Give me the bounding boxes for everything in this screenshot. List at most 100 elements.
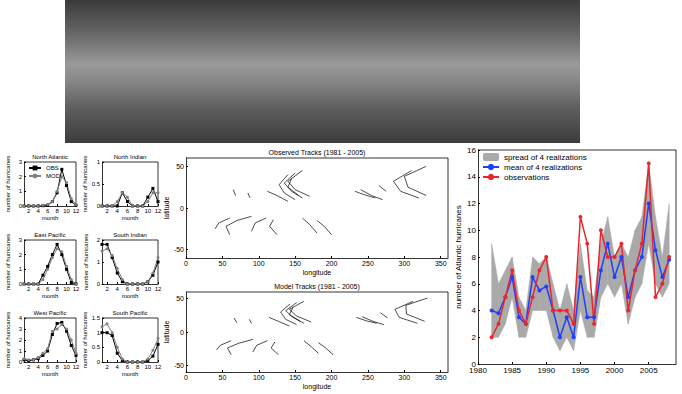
svg-text:4: 4 <box>37 208 41 214</box>
svg-text:month: month <box>42 371 59 377</box>
svg-text:12: 12 <box>155 286 162 292</box>
svg-text:Observed Tracks (1981 - 2005): Observed Tracks (1981 - 2005) <box>269 149 366 157</box>
svg-text:350: 350 <box>435 260 447 267</box>
svg-text:200: 200 <box>326 260 338 267</box>
svg-text:latitude: latitude <box>163 197 170 220</box>
svg-text:0: 0 <box>184 260 188 267</box>
svg-text:8: 8 <box>55 286 59 292</box>
svg-text:month: month <box>42 293 59 299</box>
svg-text:12: 12 <box>73 208 80 214</box>
svg-text:350: 350 <box>435 374 447 381</box>
svg-text:0: 0 <box>184 374 188 381</box>
svg-text:spread of 4 realizations: spread of 4 realizations <box>504 153 587 162</box>
svg-text:2: 2 <box>105 286 109 292</box>
svg-text:1995: 1995 <box>572 366 590 375</box>
svg-text:4: 4 <box>19 315 23 321</box>
svg-text:number of hurricanes: number of hurricanes <box>5 234 11 291</box>
svg-text:12: 12 <box>155 364 162 370</box>
svg-text:2: 2 <box>27 364 31 370</box>
svg-text:2: 2 <box>19 174 23 180</box>
svg-text:3: 3 <box>19 326 23 332</box>
svg-text:0: 0 <box>19 359 23 365</box>
svg-text:300: 300 <box>398 374 410 381</box>
svg-text:4: 4 <box>37 364 41 370</box>
svg-text:6: 6 <box>46 364 50 370</box>
svg-text:2: 2 <box>27 286 31 292</box>
svg-text:150: 150 <box>289 260 301 267</box>
svg-text:East Pacific: East Pacific <box>34 232 65 238</box>
svg-text:300: 300 <box>398 260 410 267</box>
svg-text:2: 2 <box>19 252 23 258</box>
svg-text:250: 250 <box>362 374 374 381</box>
svg-text:number of hurricanes: number of hurricanes <box>82 312 88 369</box>
svg-text:50: 50 <box>176 163 184 170</box>
svg-text:2: 2 <box>472 333 477 342</box>
svg-text:number of hurricanes: number of hurricanes <box>82 156 88 213</box>
svg-text:250: 250 <box>362 260 374 267</box>
svg-text:3: 3 <box>19 237 23 243</box>
svg-text:observations: observations <box>504 173 549 182</box>
svg-text:1990: 1990 <box>537 366 555 375</box>
svg-text:number of hurricanes: number of hurricanes <box>83 234 89 291</box>
svg-text:8: 8 <box>55 364 59 370</box>
svg-text:longitude: longitude <box>303 383 332 391</box>
svg-text:10: 10 <box>63 208 70 214</box>
svg-text:1: 1 <box>97 159 101 165</box>
svg-text:0.5: 0.5 <box>92 344 101 350</box>
svg-text:month: month <box>122 293 139 299</box>
svg-text:10: 10 <box>144 208 151 214</box>
svg-text:100: 100 <box>253 260 265 267</box>
svg-text:MOD: MOD <box>46 173 61 179</box>
svg-text:4: 4 <box>472 306 477 315</box>
svg-text:2: 2 <box>97 237 101 243</box>
svg-text:2000: 2000 <box>606 366 624 375</box>
svg-text:mean of 4 realizations: mean of 4 realizations <box>504 163 582 172</box>
svg-text:month: month <box>122 215 139 221</box>
svg-text:0: 0 <box>97 281 101 287</box>
svg-text:50: 50 <box>218 260 226 267</box>
svg-text:8: 8 <box>55 208 59 214</box>
svg-text:1985: 1985 <box>503 366 521 375</box>
svg-text:1: 1 <box>97 259 101 265</box>
svg-text:4: 4 <box>116 208 120 214</box>
svg-text:month: month <box>122 371 139 377</box>
svg-text:0: 0 <box>97 359 101 365</box>
svg-text:0.5: 0.5 <box>92 181 101 187</box>
svg-text:50: 50 <box>218 374 226 381</box>
svg-text:8: 8 <box>136 208 140 214</box>
svg-text:4: 4 <box>116 364 120 370</box>
svg-text:1980: 1980 <box>469 366 487 375</box>
svg-text:8: 8 <box>472 253 477 262</box>
svg-text:12: 12 <box>155 208 162 214</box>
svg-text:0: 0 <box>180 205 184 212</box>
svg-text:6: 6 <box>46 208 50 214</box>
svg-text:0: 0 <box>19 281 23 287</box>
svg-text:1: 1 <box>19 188 23 194</box>
svg-text:10: 10 <box>144 286 151 292</box>
svg-text:0: 0 <box>97 203 101 209</box>
svg-text:12: 12 <box>73 286 80 292</box>
svg-text:1.5: 1.5 <box>92 315 101 321</box>
svg-text:North Indian: North Indian <box>114 154 147 160</box>
svg-text:10: 10 <box>144 364 151 370</box>
svg-text:10: 10 <box>467 226 476 235</box>
svg-text:150: 150 <box>289 374 301 381</box>
svg-text:4: 4 <box>116 286 120 292</box>
svg-text:10: 10 <box>63 286 70 292</box>
svg-text:month: month <box>42 215 59 221</box>
svg-text:0: 0 <box>19 203 23 209</box>
svg-text:200: 200 <box>326 374 338 381</box>
svg-text:6: 6 <box>472 279 477 288</box>
svg-text:1: 1 <box>19 266 23 272</box>
svg-text:South Pacific: South Pacific <box>112 310 147 316</box>
svg-text:12: 12 <box>73 364 80 370</box>
svg-text:100: 100 <box>253 374 265 381</box>
svg-text:North Atlantic: North Atlantic <box>32 154 68 160</box>
svg-text:2: 2 <box>105 208 109 214</box>
svg-text:6: 6 <box>126 286 130 292</box>
svg-text:14: 14 <box>467 172 476 181</box>
svg-text:number of hurricanes: number of hurricanes <box>5 156 11 213</box>
svg-text:OBS: OBS <box>46 165 59 171</box>
svg-text:16: 16 <box>467 146 476 155</box>
svg-text:1: 1 <box>19 348 23 354</box>
